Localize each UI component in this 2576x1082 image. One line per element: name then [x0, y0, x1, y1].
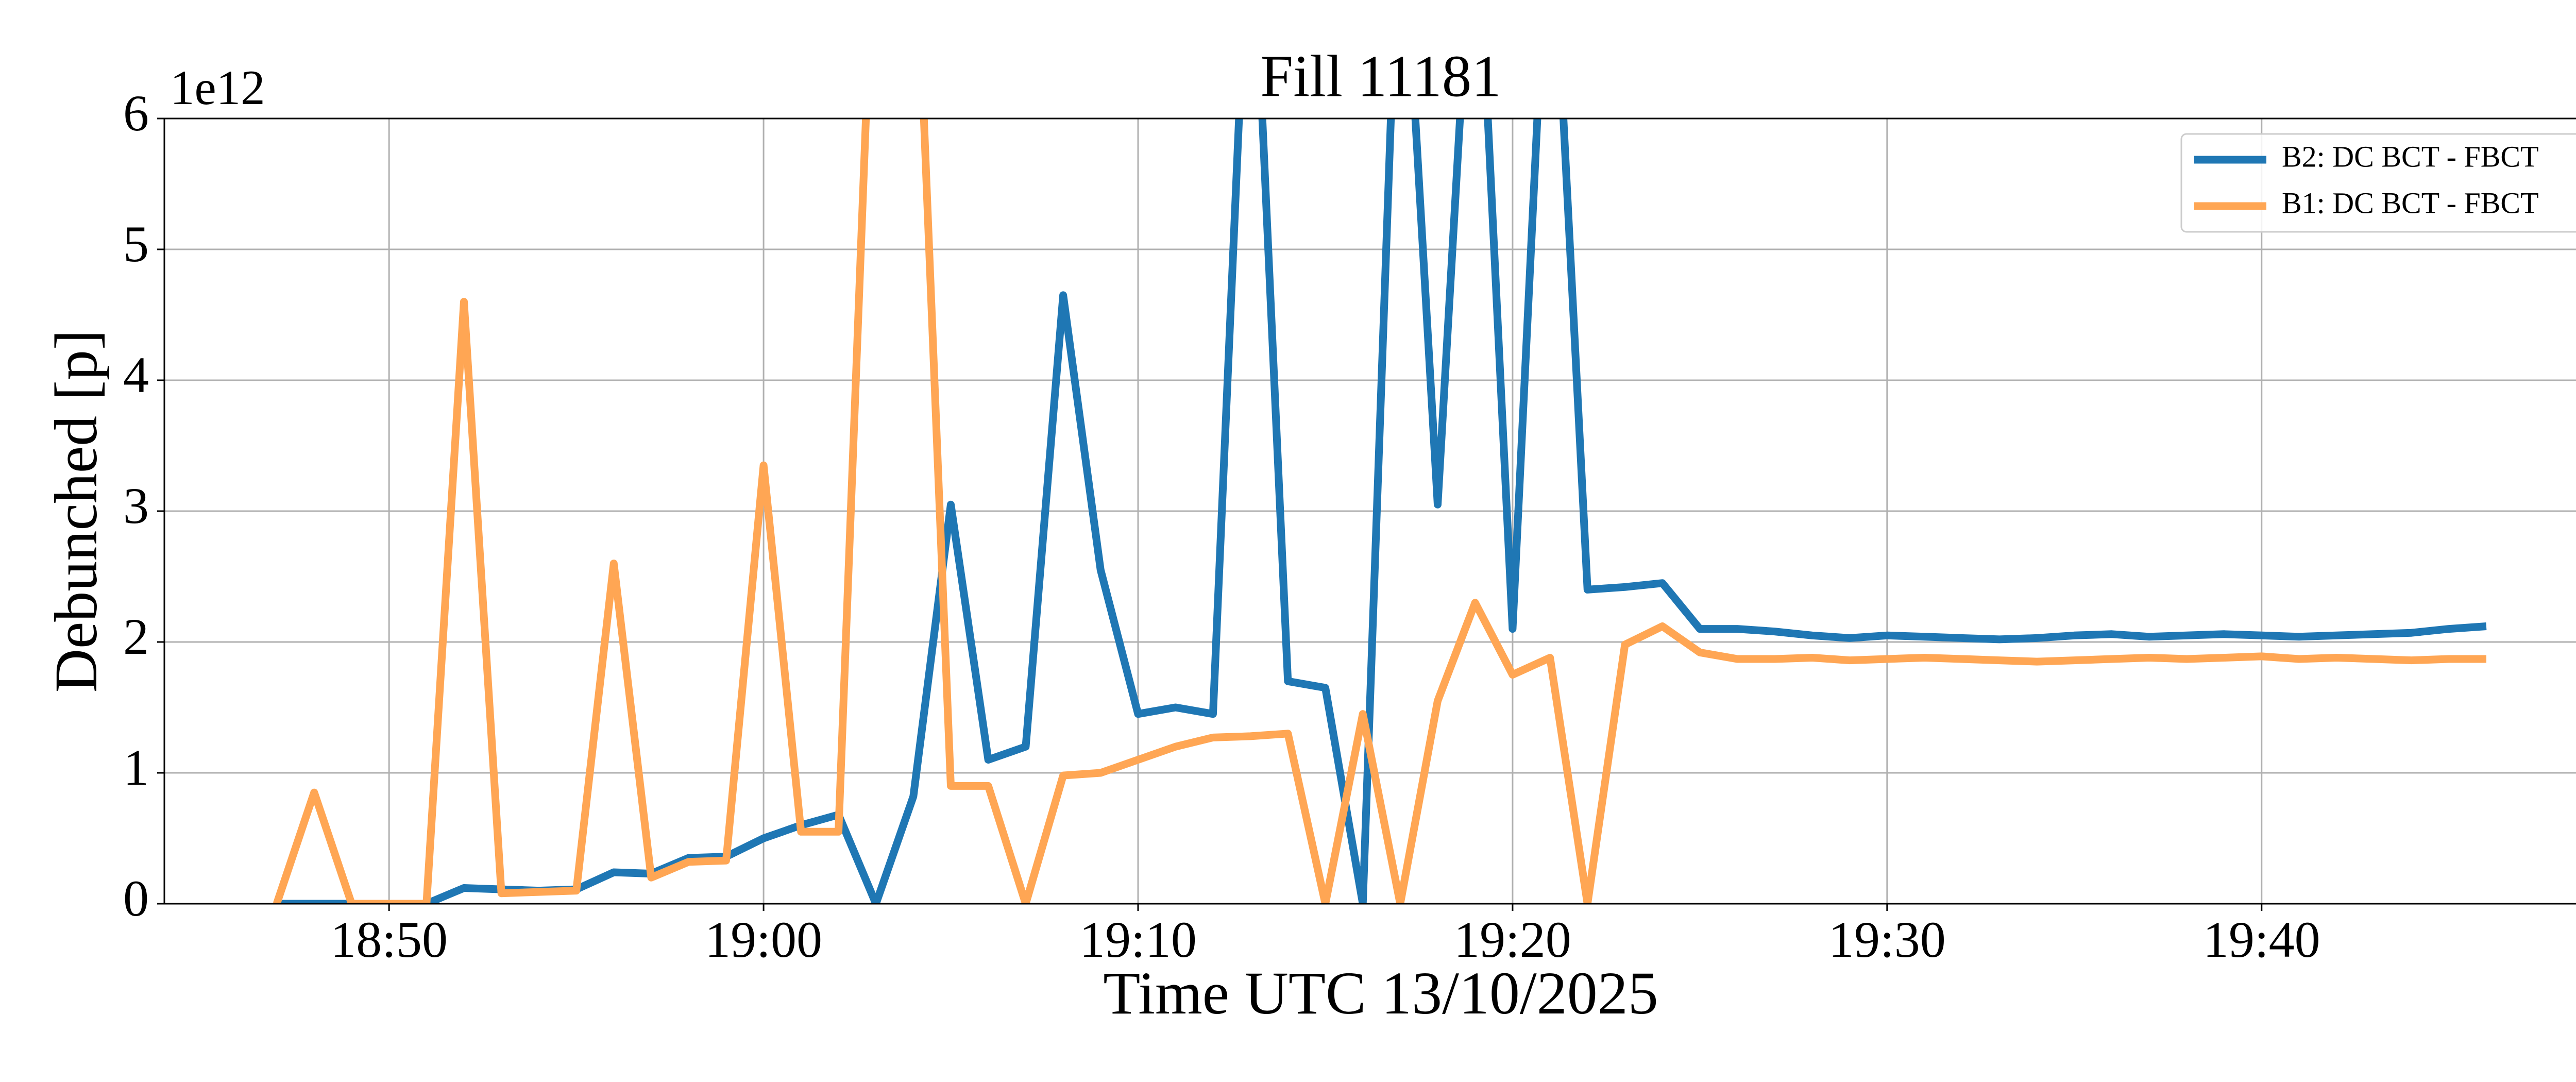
legend-box [2180, 133, 2576, 233]
data-line [273, 119, 2486, 904]
y-offset-label: 1e12 [170, 60, 265, 115]
x-tick-label: 19:30 [1828, 911, 1946, 968]
x-tick-label: 19:40 [2203, 911, 2320, 968]
x-tick-label: 19:10 [1079, 911, 1197, 968]
x-axis-label: Time UTC 13/10/2025 [1103, 959, 1658, 1027]
legend-label: B2: DC BCT - FBCT [2282, 140, 2539, 173]
y-tick-label: 4 [123, 346, 149, 403]
plot-area [273, 119, 2487, 904]
y-tick-label: 5 [123, 215, 149, 273]
y-tick-label: 6 [123, 84, 149, 142]
y-tick-label: 1 [123, 739, 149, 796]
legend-label: B1: DC BCT - FBCT [2282, 186, 2539, 219]
y-tick-label: 2 [123, 608, 149, 665]
y-axis-label: Debunched [p] [42, 330, 110, 692]
legend: B2: DC BCT - FBCT B1: DC BCT - FBCT [2180, 133, 2576, 233]
y-tick-label: 3 [123, 477, 149, 534]
x-tick-label: 19:00 [705, 911, 822, 968]
x-tick-label: 18:50 [330, 911, 448, 968]
chart-title: Fill 11181 [1260, 43, 1501, 109]
data-line [277, 119, 2487, 904]
y-tick-label: 0 [123, 870, 149, 927]
x-tick-label: 19:20 [1454, 911, 1571, 968]
axes-frame [163, 117, 2576, 905]
